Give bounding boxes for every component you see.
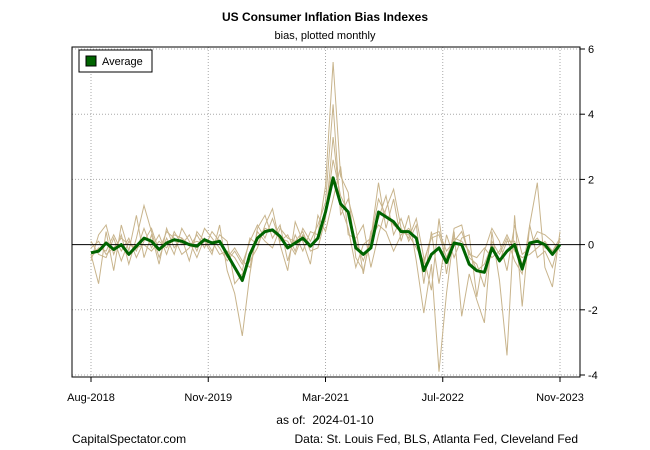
y-tick-label: 2 [588,174,594,186]
as-of-line: as of: 2024-01-10 [0,413,650,427]
y-tick-label: 0 [588,240,594,252]
average-series-line [90,176,562,282]
x-tick-label: Nov-2019 [184,392,232,404]
source-credit: CapitalSpectator.com [72,432,187,446]
component-series-line [90,61,561,372]
y-tick-label: 4 [588,109,594,121]
x-tick-label: Nov-2023 [536,392,584,404]
legend-frame [78,49,153,73]
as-of-date: 2024-01-10 [312,413,374,427]
average-series-layer [90,176,562,282]
x-axis: Aug-2018 Nov-2019 Mar-2021 Jul-2022 Nov-2023 [67,377,584,404]
x-tick-label: Mar-2021 [302,392,349,404]
as-of-label: as of: [276,413,306,427]
chart-subtitle: bias, plotted monthly [274,30,376,42]
x-tick-label: Jul-2022 [422,392,464,404]
y-tick-label: -4 [588,370,598,382]
legend-label-average: Average [102,56,143,68]
legend-swatch-average [85,55,97,67]
component-series-layer [90,61,561,372]
y-axis: 6 4 2 0 -2 -4 [580,44,598,382]
chart-title: US Consumer Inflation Bias Indexes [221,10,429,24]
legend: Average [78,49,153,73]
y-tick-label: 6 [588,44,594,56]
data-sources: Data: St. Louis Fed, BLS, Atlanta Fed, C… [294,432,579,446]
y-tick-label: -2 [588,305,598,317]
component-series-line [90,104,561,297]
component-series-line [90,136,561,270]
x-tick-label: Aug-2018 [67,392,115,404]
